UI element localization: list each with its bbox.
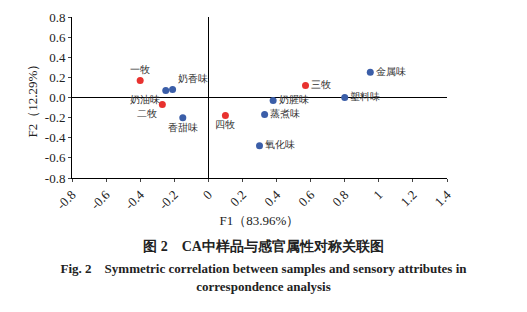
svg-text:-0.6: -0.6 [88, 187, 114, 213]
svg-text:0.4: 0.4 [49, 50, 66, 65]
svg-text:0: 0 [200, 187, 215, 202]
svg-text:F2（12.29%）: F2（12.29%） [25, 58, 40, 138]
svg-text:四牧: 四牧 [215, 119, 235, 130]
svg-text:0.8: 0.8 [329, 187, 351, 209]
svg-text:奶香味: 奶香味 [178, 73, 208, 84]
svg-text:1: 1 [370, 187, 385, 202]
svg-text:-0.8: -0.8 [54, 187, 79, 212]
svg-text:0.2: 0.2 [49, 70, 65, 85]
svg-text:蒸煮味: 蒸煮味 [270, 108, 300, 119]
svg-text:三牧: 三牧 [311, 79, 331, 90]
svg-text:-0.2: -0.2 [156, 187, 181, 212]
svg-text:0.8: 0.8 [49, 10, 65, 25]
svg-text:金属味: 金属味 [376, 66, 406, 77]
svg-text:F1（83.96%）: F1（83.96%） [220, 213, 300, 228]
svg-text:0.4: 0.4 [261, 187, 283, 209]
svg-text:塑料味: 塑料味 [350, 91, 380, 102]
svg-text:0.6: 0.6 [49, 30, 66, 45]
svg-text:1.4: 1.4 [432, 187, 454, 209]
svg-text:一牧: 一牧 [130, 64, 150, 75]
svg-text:二牧: 二牧 [137, 108, 157, 119]
svg-text:0.6: 0.6 [295, 187, 317, 209]
html-text:图 2 CA中样品与感官属性对称关联图: 图 2 CA中样品与感官属性对称关联图 [143, 239, 384, 254]
svg-text:0.0: 0.0 [49, 90, 65, 105]
svg-text:-0.2: -0.2 [45, 110, 66, 125]
svg-text:奶油味: 奶油味 [130, 94, 160, 105]
svg-text:氧化味: 氧化味 [265, 139, 295, 150]
svg-text:香甜味: 香甜味 [168, 122, 198, 133]
svg-text:-0.4: -0.4 [122, 187, 148, 213]
svg-text:奶腥味: 奶腥味 [279, 94, 309, 105]
svg-text:0.2: 0.2 [227, 187, 249, 209]
svg-text:1.2: 1.2 [398, 187, 420, 209]
html-text:Fig. 2 Symmetric correlation b: Fig. 2 Symmetric correlation between sam… [60, 261, 467, 294]
svg-text:-0.6: -0.6 [45, 150, 66, 165]
svg-text:-0.8: -0.8 [45, 171, 66, 186]
svg-text:-0.4: -0.4 [45, 130, 66, 145]
